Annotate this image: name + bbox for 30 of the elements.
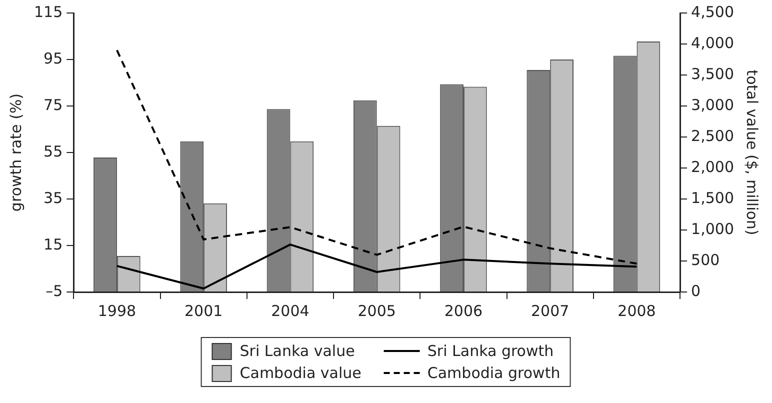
y-axis-title: growth rate (%) [6, 93, 25, 212]
y2-tick-label: 3,000 [691, 96, 734, 114]
x-tick-label: 2008 [618, 302, 656, 320]
legend-label: Sri Lanka growth [427, 342, 554, 360]
y2-tick-label: 500 [691, 250, 720, 269]
y2-tick-label: 2,000 [691, 158, 734, 176]
y2-tick-label: 0 [691, 282, 701, 300]
x-tick-label: 1998 [98, 302, 136, 320]
y2-tick-label: 1,500 [691, 188, 734, 207]
y2-tick-label: 4,500 [691, 2, 734, 21]
y2-tick-label: 1,000 [691, 220, 734, 238]
y-tick-label: 95 [44, 49, 63, 68]
x-tick-label: 2004 [271, 302, 310, 320]
legend-label: Cambodia value [240, 364, 362, 382]
y-tick-label: 75 [44, 96, 63, 114]
y-tick-label: 55 [44, 142, 63, 160]
y-tick-label: 115 [34, 2, 63, 21]
y-tick-label: 15 [44, 235, 63, 254]
y2-tick-label: 3,500 [691, 64, 734, 83]
x-tick-label: 2005 [358, 302, 396, 320]
x-tick-label: 2006 [444, 302, 483, 320]
legend-label: Cambodia growth [427, 364, 560, 382]
y-tick-label: 35 [44, 188, 63, 207]
y2-tick-label: 2,500 [691, 126, 734, 145]
x-tick-label: 2007 [531, 302, 570, 320]
y2-tick-label: 4,000 [691, 34, 734, 52]
y2-axis-title: total value ($, million) [743, 70, 762, 236]
legend-label: Sri Lanka value [240, 342, 355, 360]
y-tick-label: –5 [46, 282, 63, 300]
x-tick-label: 2001 [184, 302, 223, 320]
